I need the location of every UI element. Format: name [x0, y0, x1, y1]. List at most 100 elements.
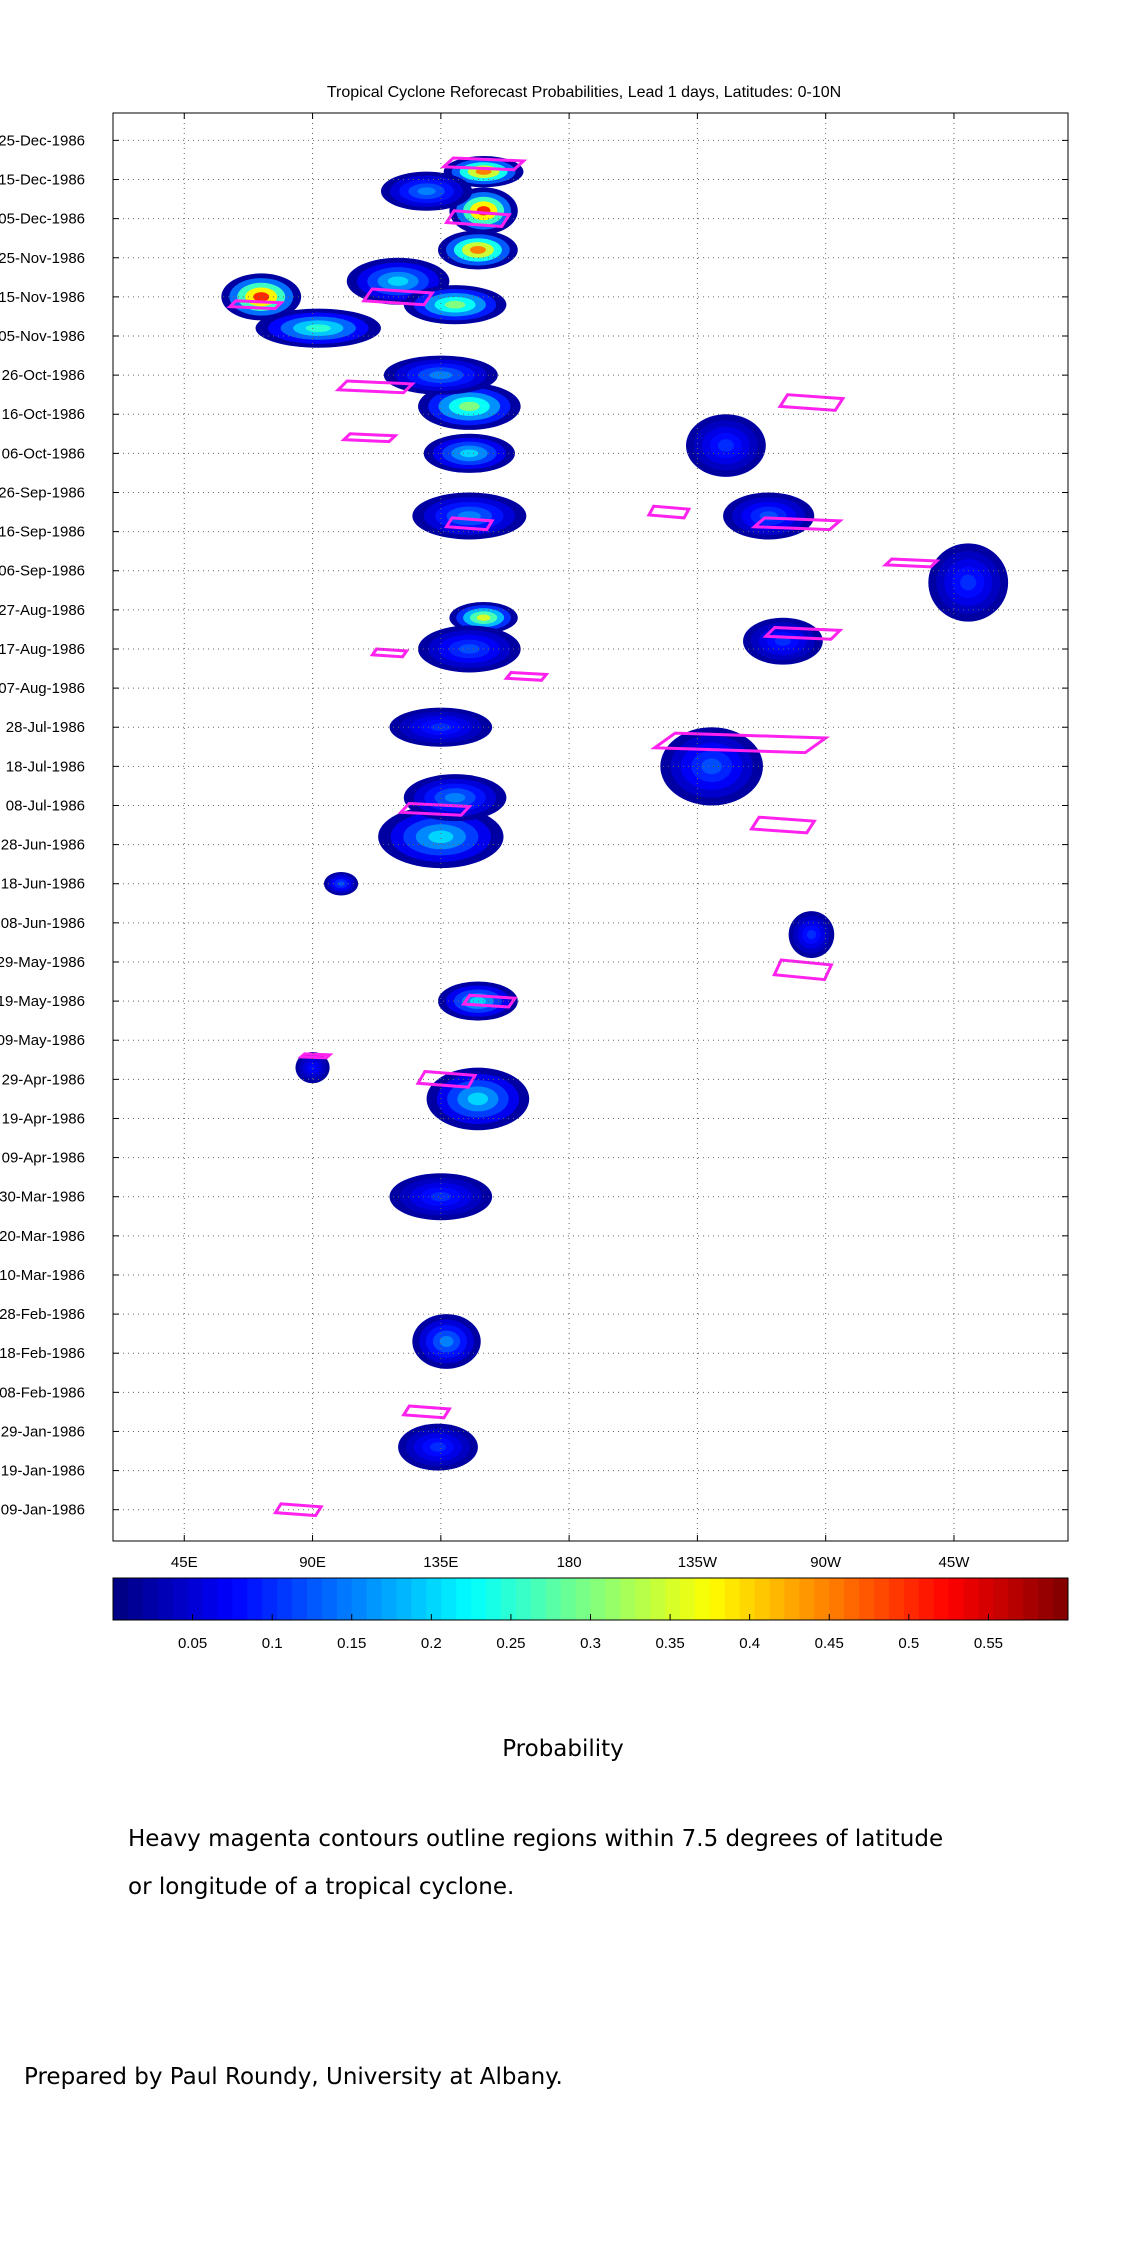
colorbar-segment	[560, 1578, 577, 1620]
colorbar-segment	[948, 1578, 965, 1620]
y-tick-label: 08-Jul-1986	[6, 797, 85, 814]
y-tick-label: 20-Mar-1986	[0, 1228, 85, 1245]
colorbar-segment	[1038, 1578, 1054, 1620]
colorbar-segment	[471, 1578, 487, 1620]
y-tick-label: 19-Apr-1986	[2, 1110, 85, 1127]
colorbar-segment	[605, 1578, 621, 1620]
colorbar-segment	[754, 1578, 771, 1620]
colorbar-segment	[829, 1578, 845, 1620]
y-tick-label: 06-Sep-1986	[0, 563, 85, 580]
colorbar-segment	[456, 1578, 472, 1620]
colorbar-segment	[530, 1578, 547, 1620]
colorbar-segment	[381, 1578, 398, 1620]
colorbar-segment	[680, 1578, 696, 1620]
colorbar-segment	[172, 1578, 189, 1620]
colorbar-segment	[963, 1578, 979, 1620]
tc-contour	[762, 625, 844, 641]
tc-contour	[272, 1502, 324, 1518]
colorbar-tick-label: 0.05	[178, 1635, 207, 1652]
colorbar-segment	[814, 1578, 830, 1620]
colorbar-segment	[113, 1578, 129, 1620]
colorbar-tick-label: 0.4	[739, 1635, 760, 1652]
y-tick-label: 25-Nov-1986	[0, 250, 85, 267]
colorbar-segment	[545, 1578, 562, 1620]
colorbar-segment	[903, 1578, 920, 1620]
probability-blob	[337, 881, 345, 887]
colorbar-segment	[217, 1578, 233, 1620]
chart-title: Tropical Cyclone Reforecast Probabilitie…	[327, 84, 841, 101]
colorbar: 0.05 0.1 0.15 0.2 0.25 0.3 0.35 0.4 0.45 0.5 0.55	[112, 1577, 1069, 1652]
x-tick-label: 90W	[810, 1554, 842, 1571]
colorbar-segment	[590, 1578, 606, 1620]
y-tick-label: 10-Mar-1986	[0, 1267, 85, 1284]
y-tick-label: 15-Dec-1986	[0, 172, 85, 189]
colorbar-segment	[292, 1578, 308, 1620]
y-tick-label: 18-Feb-1986	[0, 1345, 85, 1362]
colorbar-segment	[142, 1578, 159, 1620]
y-tick-label: 26-Oct-1986	[2, 367, 85, 384]
colorbar-segment	[1023, 1578, 1039, 1620]
colorbar-segment	[1008, 1578, 1024, 1620]
y-tick-label: 16-Sep-1986	[0, 524, 85, 541]
probability-blob	[806, 929, 816, 940]
y-tick-label: 07-Aug-1986	[0, 680, 85, 697]
y-tick-label: 15-Nov-1986	[0, 289, 85, 306]
colorbar-segment	[127, 1578, 144, 1620]
y-tick-label: 06-Oct-1986	[2, 445, 85, 462]
colorbar-segment	[321, 1578, 338, 1620]
grid	[113, 113, 1068, 1541]
contour-note: Heavy magenta contours outline regions w…	[128, 1815, 1028, 1911]
x-tick-label: 135E	[423, 1554, 458, 1571]
probability-blob	[387, 276, 409, 286]
probability-blob	[430, 1442, 446, 1452]
colorbar-segment	[739, 1578, 756, 1620]
plot-frame	[112, 112, 1069, 1542]
plot-area: 45E 90E 135E 180 135W 90W 45W 09-Jan-1986 19-Jan…	[0, 112, 1069, 1571]
x-tick-label: 90E	[299, 1554, 326, 1571]
colorbar-segment	[694, 1578, 711, 1620]
x-tick-label: 45E	[171, 1554, 198, 1571]
y-tick-label: 08-Feb-1986	[0, 1384, 85, 1401]
tc-contour	[443, 209, 512, 229]
tc-contour	[369, 647, 410, 659]
tc-contour	[777, 393, 846, 412]
y-tick-label: 08-Jun-1986	[1, 915, 85, 932]
colorbar-segment	[396, 1578, 412, 1620]
probability-blob	[253, 292, 270, 302]
probability-blob	[428, 830, 454, 844]
probability-blob	[467, 1092, 489, 1106]
colorbar-segment	[978, 1578, 994, 1620]
x-tick-label: 180	[557, 1554, 582, 1571]
colorbar-tick-label: 0.1	[262, 1635, 283, 1652]
colorbar-segment	[486, 1578, 502, 1620]
y-tick-label: 09-Jan-1986	[1, 1502, 85, 1519]
probability-blob	[469, 997, 486, 1006]
colorbar-segment	[993, 1578, 1009, 1620]
y-tick-label: 09-Apr-1986	[2, 1150, 85, 1167]
colorbar-tick-label: 0.3	[580, 1635, 601, 1652]
colorbar-segment	[247, 1578, 263, 1620]
probability-blob	[429, 371, 453, 380]
probability-blob	[459, 401, 480, 412]
tc-contour	[297, 1052, 334, 1060]
tc-contour	[750, 516, 844, 532]
y-tick-label: 29-Apr-1986	[2, 1071, 85, 1088]
colorbar-segment	[844, 1578, 860, 1620]
y-tick-label: 28-Jul-1986	[6, 719, 85, 736]
y-tick-label: 29-Jan-1986	[1, 1423, 85, 1440]
colorbar-segment	[515, 1578, 532, 1620]
tc-contour	[340, 432, 399, 444]
colorbar-segment	[232, 1578, 248, 1620]
colorbar-tick-label: 0.15	[337, 1635, 366, 1652]
probability-blob	[459, 644, 480, 654]
probability-blob	[430, 723, 452, 732]
tc-contour	[748, 815, 817, 835]
colorbar-segment	[859, 1578, 875, 1620]
colorbar-label: Probability	[502, 1736, 624, 1762]
colorbar-tick-label: 0.45	[815, 1635, 844, 1652]
probability-blob	[469, 246, 486, 254]
colorbar-segment	[918, 1578, 935, 1620]
y-tick-label: 05-Dec-1986	[0, 211, 85, 228]
tc-contour	[650, 731, 831, 755]
colorbar-segment	[411, 1578, 427, 1620]
